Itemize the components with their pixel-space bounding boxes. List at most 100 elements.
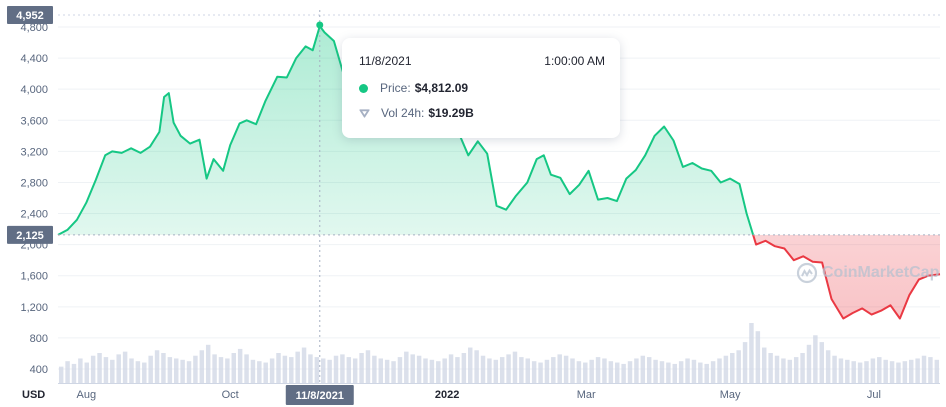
x-tick-label: 2022 xyxy=(435,389,459,401)
volume-bar xyxy=(58,366,64,383)
volume-bar xyxy=(244,354,249,383)
volume-bar xyxy=(269,358,275,383)
volume-bar xyxy=(659,361,665,383)
volume-bar xyxy=(921,355,927,383)
volume-bar xyxy=(365,350,371,383)
watermark-text: CoinMarketCap xyxy=(822,264,940,281)
volume-bar xyxy=(218,357,224,383)
volume-bar xyxy=(723,355,729,383)
volume-bar xyxy=(154,350,160,383)
volume-bar xyxy=(806,344,812,383)
high-price-badge-bg xyxy=(7,6,53,24)
volume-bar xyxy=(902,361,908,383)
volume-bar xyxy=(384,359,390,383)
volume-bar xyxy=(883,359,888,383)
volume-bar xyxy=(480,355,486,383)
hover-date-badge: 11/8/2021 xyxy=(296,390,344,402)
volume-bar xyxy=(896,362,901,383)
volume-bar xyxy=(97,353,102,383)
volume-bar xyxy=(915,358,920,383)
volume-bar xyxy=(225,358,230,383)
volume-bar xyxy=(583,362,588,383)
y-tick-label: 4,000 xyxy=(20,84,48,96)
volume-bar xyxy=(519,357,524,383)
volume-bar xyxy=(928,357,933,383)
volume-bar xyxy=(352,358,358,383)
volume-bar xyxy=(666,362,671,383)
volume-bar xyxy=(263,362,268,383)
volume-bar xyxy=(544,359,550,383)
volume-bar xyxy=(730,353,735,383)
ref-price-badge: 2,125 xyxy=(16,230,44,242)
price-dot-icon xyxy=(359,83,368,93)
volume-bar xyxy=(493,359,499,383)
volume-bar xyxy=(793,357,799,383)
tooltip-time: 1:00:00 AM xyxy=(544,54,605,68)
volume-bar xyxy=(110,359,115,383)
volume-bar xyxy=(685,358,690,383)
tooltip-volume-value: $19.29B xyxy=(428,106,474,120)
volume-bar xyxy=(768,353,773,383)
volume-bar xyxy=(506,354,511,383)
x-tick-label: Oct xyxy=(222,389,239,401)
volume-bar xyxy=(627,361,633,383)
ref-price-badge-bg xyxy=(7,225,53,244)
volume-bar xyxy=(135,361,141,383)
y-tick-label: 2,800 xyxy=(20,177,48,189)
price-area-up xyxy=(58,26,940,235)
volume-icon xyxy=(359,108,370,119)
tooltip-date: 11/8/2021 xyxy=(359,54,412,68)
volume-bar xyxy=(314,357,320,383)
volume-bar xyxy=(78,358,83,383)
volume-bar xyxy=(174,358,179,383)
volume-bar xyxy=(576,361,582,383)
volume-bar xyxy=(301,347,307,383)
volume-bar xyxy=(845,359,850,383)
x-tick-label: Jul xyxy=(867,389,881,401)
volume-bar xyxy=(186,361,192,383)
tooltip-price-row: Price: $4,812.09 xyxy=(359,81,468,95)
y-tick-label: 4,400 xyxy=(20,53,48,65)
volume-bar xyxy=(65,361,70,383)
volume-bar xyxy=(563,355,569,383)
volume-bar xyxy=(487,358,492,383)
y-tick-label: 3,200 xyxy=(20,146,48,158)
volume-bar xyxy=(857,362,863,383)
volume-bar xyxy=(167,357,173,383)
volume-bar xyxy=(646,357,652,383)
volume-bar xyxy=(800,353,805,383)
volume-bar xyxy=(870,358,876,383)
price-area-down xyxy=(753,234,940,319)
volume-bar xyxy=(864,361,869,383)
volume-bar xyxy=(698,362,703,383)
volume-bar xyxy=(672,363,677,383)
volume-bar xyxy=(289,357,294,383)
volume-bar xyxy=(634,358,639,383)
high-price-badge: 4,952 xyxy=(16,10,44,22)
price-line-down xyxy=(58,234,941,320)
hover-tooltip: 11/8/2021 1:00:00 AM Price: $4,812.09 Vo… xyxy=(342,38,620,138)
volume-bar xyxy=(180,359,185,383)
volume-bar xyxy=(282,355,288,383)
volume-bar xyxy=(909,359,914,383)
volume-bar xyxy=(468,347,473,383)
volume-bar xyxy=(755,331,761,383)
volume-bar xyxy=(321,358,326,383)
volume-bar xyxy=(199,350,205,383)
volume-bar xyxy=(551,357,556,383)
y-tick-label: 3,600 xyxy=(20,115,48,127)
coinmarketcap-watermark: CoinMarketCap xyxy=(796,262,939,284)
volume-bar xyxy=(538,362,543,383)
volume-bar xyxy=(397,357,403,383)
volume-bar xyxy=(653,359,658,383)
volume-bar xyxy=(378,358,383,383)
volume-bar xyxy=(602,358,607,383)
volume-bar xyxy=(333,355,339,383)
volume-bar xyxy=(442,358,447,383)
volume-bar xyxy=(90,355,96,383)
volume-bar xyxy=(327,359,332,383)
x-tick-label: Aug xyxy=(77,389,97,401)
volume-bar xyxy=(142,362,147,383)
volume-bar xyxy=(257,361,262,383)
